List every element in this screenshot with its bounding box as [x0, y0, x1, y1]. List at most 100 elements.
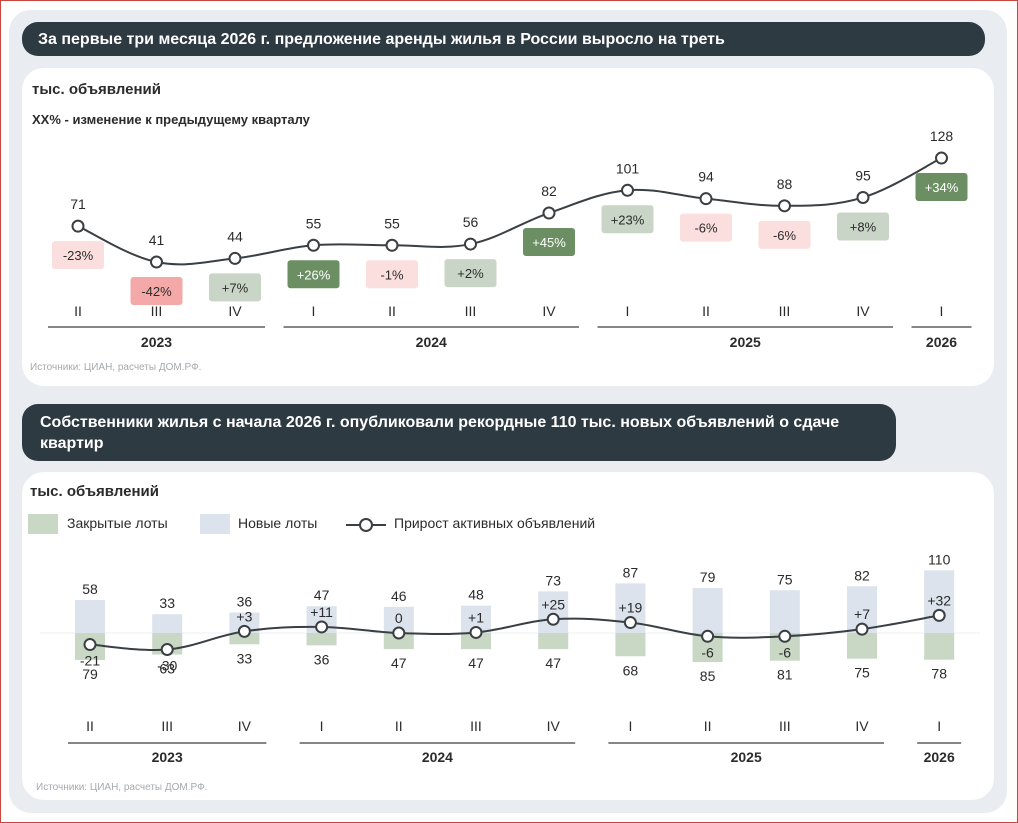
chart2-closed-lots-label: 33	[237, 650, 253, 666]
chart1-change-badge	[601, 205, 654, 234]
chart2-growth-label: +3	[236, 608, 252, 624]
chart1-quarter-tick: III	[151, 303, 163, 319]
chart1-quarter-tick: I	[312, 303, 316, 319]
chart1-quarter-tick: II	[388, 303, 396, 319]
chart1-source: Источники: ЦИАН, расчеты ДОМ.РФ.	[30, 362, 202, 373]
chart2-quarter-tick: IV	[547, 718, 561, 734]
chart1-data-point	[71, 219, 85, 233]
chart1-value-label: 95	[855, 167, 871, 183]
chart2-new-lots-label: 75	[777, 571, 793, 587]
chart1-quarter-tick: I	[940, 303, 944, 319]
chart1-change-label: -23%	[63, 248, 94, 263]
chart2-year-label: 2024	[422, 749, 453, 765]
chart1-data-point	[621, 183, 634, 197]
chart2-closed-lots-label: 63	[159, 661, 175, 677]
chart2-title-banner: Собственники жилья с начала 2026 г. опуб…	[22, 404, 896, 461]
chart1-value-label: 55	[384, 215, 400, 231]
chart2-closed-lots-bar	[229, 633, 260, 645]
chart2-growth-label: +32	[927, 592, 951, 608]
chart1-change-badge	[758, 220, 811, 249]
chart1-change-badge	[680, 213, 732, 242]
chart2-growth-label: -30	[157, 658, 177, 674]
chart1-change-badge	[52, 241, 104, 270]
chart1-value-label: 56	[463, 214, 479, 230]
chart2-closed-lots-label: 36	[314, 651, 330, 667]
chart2-closed-lots-label: 47	[391, 655, 407, 671]
chart1-value-label: 41	[149, 232, 165, 248]
chart1-unit-label: тыс. объявлений	[32, 81, 161, 98]
chart2-growth-label: +7	[854, 606, 870, 622]
chart2-growth-label: +11	[310, 604, 333, 620]
chart1-year-label: 2026	[926, 334, 957, 350]
chart2-new-lots-label: 58	[82, 581, 98, 597]
chart1-change-label: -6%	[773, 228, 797, 243]
chart1-value-label: 82	[541, 183, 557, 199]
chart2-closed-lots-label: 75	[854, 665, 870, 681]
chart2-new-lots-bar	[769, 590, 800, 633]
chart2-growth-label: +25	[541, 596, 565, 612]
chart1-data-point	[778, 199, 791, 213]
chart1-year-label: 2023	[141, 334, 172, 350]
chart1-change-badge	[444, 259, 497, 288]
chart1-quarter-tick: IV	[542, 303, 556, 319]
chart2-growth-point	[237, 624, 251, 638]
chart2-quarter-tick: III	[470, 718, 482, 734]
chart1-value-label: 44	[227, 228, 243, 244]
chart2-growth-point	[701, 629, 715, 643]
chart1-value-label: 128	[930, 128, 954, 144]
chart2-quarter-tick: II	[704, 718, 712, 734]
chart1-quarter-tick: III	[779, 303, 791, 319]
chart1-change-label: +7%	[222, 280, 249, 295]
chart2-new-lots-label: 48	[468, 587, 484, 603]
chart2-closed-lots-label: 85	[700, 668, 716, 684]
chart2-new-lots-label: 73	[545, 572, 561, 588]
chart1-change-badge	[130, 277, 183, 306]
chart2-closed-lots-bar	[615, 633, 646, 657]
chart2-growth-point	[160, 643, 174, 656]
chart2-panel	[22, 472, 994, 800]
chart1-change-label: -6%	[694, 221, 718, 236]
chart1-data-point	[699, 192, 713, 206]
chart1-change-label: +2%	[457, 266, 484, 281]
chart1-data-point	[542, 206, 556, 220]
chart1-change-label: +45%	[532, 235, 566, 250]
chart2-quarter-tick: IV	[855, 718, 869, 734]
chart2-title: Собственники жилья с начала 2026 г. опуб…	[40, 414, 840, 452]
chart2-quarter-tick: I	[937, 718, 941, 734]
chart1-quarter-tick: I	[626, 303, 630, 319]
chart2-quarter-tick: I	[628, 718, 632, 734]
legend-new-swatch	[200, 514, 230, 534]
chart2-growth-point	[469, 625, 483, 639]
chart1-data-point	[385, 238, 399, 252]
chart1-line-chart: 71-23%II41-42%III44+7%IV55+26%I55-1%II56…	[48, 128, 972, 350]
chart2-growth-label: +19	[619, 600, 643, 616]
chart1-title-banner: За первые три месяца 2026 г. предложение…	[22, 22, 985, 56]
chart2-year-label: 2026	[924, 749, 955, 765]
chart2-new-lots-label: 87	[623, 564, 639, 580]
chart1-quarter-tick: II	[702, 303, 710, 319]
chart2-closed-lots-label: 47	[468, 655, 484, 671]
chart2-closed-lots-label: 78	[931, 666, 947, 682]
chart2-new-lots-label: 79	[700, 569, 716, 585]
chart1-data-point	[935, 151, 948, 165]
chart2-closed-lots-bar	[847, 633, 877, 659]
chart1-value-label: 88	[777, 176, 793, 192]
chart2-growth-label: -6	[779, 644, 792, 660]
chart2-growth-point	[546, 612, 560, 626]
chart2-growth-point	[83, 638, 97, 652]
chart2-new-lots-label: 110	[928, 551, 951, 567]
chart1-change-badge	[915, 173, 968, 202]
chart2-new-lots-label: 82	[854, 567, 870, 583]
chart2-closed-lots-bar	[924, 633, 955, 660]
chart1-quarter-tick: IV	[856, 303, 870, 319]
chart1-value-label: 55	[306, 215, 322, 231]
chart1-change-label: +26%	[297, 267, 331, 282]
chart1-year-label: 2025	[730, 334, 761, 350]
chart1-quarter-tick: II	[74, 303, 82, 319]
chart2-quarter-tick: II	[86, 718, 94, 734]
chart2-closed-lots-bar	[383, 633, 414, 650]
chart2-unit-label: тыс. объявлений	[30, 483, 159, 500]
chart2-source: Источники: ЦИАН, расчеты ДОМ.РФ.	[36, 782, 208, 793]
chart2-quarter-tick: I	[320, 718, 324, 734]
chart2-growth-label: 0	[395, 610, 403, 626]
